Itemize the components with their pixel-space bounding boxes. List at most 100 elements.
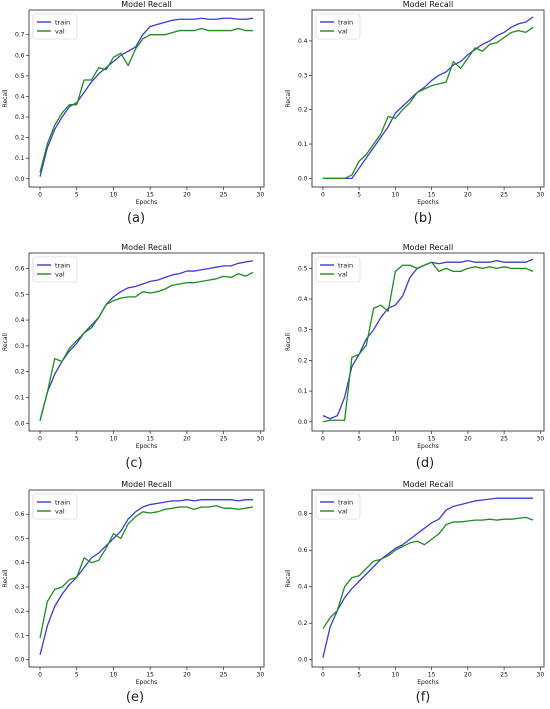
y-tick-label: 0.1 <box>15 155 25 162</box>
legend-label-val: val <box>338 507 348 515</box>
x-tick-label: 25 <box>220 672 228 679</box>
x-tick-label: 30 <box>257 672 265 679</box>
x-tick-label: 0 <box>321 192 325 199</box>
y-axis-label: Recall <box>2 333 9 351</box>
x-axis-label: Epochs <box>136 199 158 206</box>
x-tick-label: 5 <box>357 672 361 679</box>
x-tick-label: 25 <box>500 436 508 443</box>
legend-label-val: val <box>55 270 65 278</box>
legend-label-train: train <box>338 18 353 26</box>
y-tick-label: 0.2 <box>15 135 25 142</box>
x-tick-label: 0 <box>38 436 42 443</box>
x-tick-label: 15 <box>146 672 154 679</box>
series-line-train <box>322 16 534 180</box>
x-tick-label: 30 <box>537 192 545 199</box>
x-tick-label: 15 <box>146 192 154 199</box>
x-tick-label: 15 <box>428 436 436 443</box>
legend-label-train: train <box>55 261 70 269</box>
x-axis-label: Epochs <box>417 199 439 206</box>
series-line-val <box>322 516 534 630</box>
x-tick-label: 5 <box>75 192 79 199</box>
y-tick-label: 0.8 <box>298 511 308 518</box>
y-tick-label: 0.5 <box>298 265 308 272</box>
series-line-val <box>39 27 253 173</box>
chart-panel-3: Model Recall 0 5 10 15 20 25 30 0.0 0.1 0.2 0.3 0.4 0… <box>2 243 265 471</box>
y-axis-label: Recall <box>2 89 9 107</box>
x-tick-label: 30 <box>537 672 545 679</box>
legend-box <box>315 493 361 520</box>
x-axis-label: Epochs <box>136 443 158 450</box>
y-tick-label: 0.1 <box>15 394 25 401</box>
legend-label-train: train <box>338 498 353 506</box>
x-tick-label: 30 <box>257 192 265 199</box>
chart-title: Model Recall <box>121 480 171 489</box>
y-tick-label: 0.3 <box>15 584 25 591</box>
x-tick-label: 15 <box>428 672 436 679</box>
x-tick-label: 10 <box>392 672 400 679</box>
plot-frame <box>311 9 545 188</box>
y-tick-label: 0.2 <box>298 107 308 114</box>
y-tick-label: 0.6 <box>15 265 25 272</box>
panel-label: (d) <box>416 456 434 471</box>
y-tick-label: 0.2 <box>298 357 308 364</box>
legend-label-val: val <box>338 27 348 35</box>
plot-frame <box>311 489 545 668</box>
x-axis-label: Epochs <box>417 443 439 450</box>
x-axis-label: Epochs <box>417 679 439 686</box>
x-tick-label: 15 <box>146 436 154 443</box>
x-tick-label: 0 <box>321 672 325 679</box>
chart-title: Model Recall <box>403 0 453 9</box>
chart-title: Model Recall <box>121 243 171 252</box>
x-tick-label: 20 <box>183 192 191 199</box>
panel-label: (f) <box>416 690 431 705</box>
y-tick-label: 0.5 <box>15 535 25 542</box>
y-tick-label: 0.4 <box>15 93 25 100</box>
x-tick-label: 10 <box>110 192 118 199</box>
x-tick-label: 5 <box>357 192 361 199</box>
y-tick-label: 0.0 <box>15 420 25 427</box>
legend-box <box>315 256 361 283</box>
legend-box <box>32 256 78 283</box>
y-tick-label: 0.1 <box>298 388 308 395</box>
x-tick-label: 30 <box>257 436 265 443</box>
x-tick-label: 25 <box>220 192 228 199</box>
y-tick-label: 0.2 <box>15 369 25 376</box>
y-tick-label: 0.4 <box>15 560 25 567</box>
y-axis-label: Recall <box>285 333 292 351</box>
y-tick-label: 0.0 <box>15 176 25 183</box>
y-tick-label: 0.3 <box>298 327 308 334</box>
series-line-val <box>322 261 534 423</box>
chart-panel-6: Model Recall 0 5 10 15 20 25 30 0.0 0.2 0.4 0.6 0.8 E… <box>285 480 545 705</box>
legend-label-train: train <box>338 261 353 269</box>
series-line-val <box>39 505 254 639</box>
x-tick-label: 20 <box>464 672 472 679</box>
legend-box <box>32 13 78 40</box>
y-tick-label: 0.1 <box>15 632 25 639</box>
x-tick-label: 10 <box>110 436 118 443</box>
panel-label: (a) <box>127 211 145 226</box>
legend-label-val: val <box>338 270 348 278</box>
y-tick-label: 0.4 <box>298 584 308 591</box>
x-axis-label: Epochs <box>136 679 158 686</box>
x-tick-label: 25 <box>500 192 508 199</box>
y-tick-label: 0.2 <box>298 620 308 627</box>
y-axis-label: Recall <box>285 569 292 587</box>
x-tick-label: 10 <box>392 192 400 199</box>
chart-panel-1: Model Recall 0 5 10 15 20 25 30 0.0 0.1 0.2 0.3 0.4 0… <box>2 0 265 226</box>
y-tick-label: 0.0 <box>298 175 308 182</box>
chart-panel-2: Model Recall 0 5 10 15 20 25 30 0.0 0.1 0.2 0.3 0.4 E… <box>285 0 545 226</box>
series-line-train <box>39 260 254 421</box>
x-tick-label: 20 <box>183 436 191 443</box>
y-tick-label: 0.4 <box>15 317 25 324</box>
legend-box <box>315 13 361 40</box>
y-tick-label: 0.3 <box>15 343 25 350</box>
y-tick-label: 0.3 <box>298 72 308 79</box>
series-line-train <box>39 499 253 656</box>
x-tick-label: 30 <box>537 436 545 443</box>
x-tick-label: 25 <box>220 436 228 443</box>
x-tick-label: 0 <box>321 436 325 443</box>
y-tick-label: 0.1 <box>298 141 308 148</box>
x-tick-label: 15 <box>428 192 436 199</box>
y-tick-label: 0.0 <box>298 657 308 664</box>
x-tick-label: 5 <box>357 436 361 443</box>
